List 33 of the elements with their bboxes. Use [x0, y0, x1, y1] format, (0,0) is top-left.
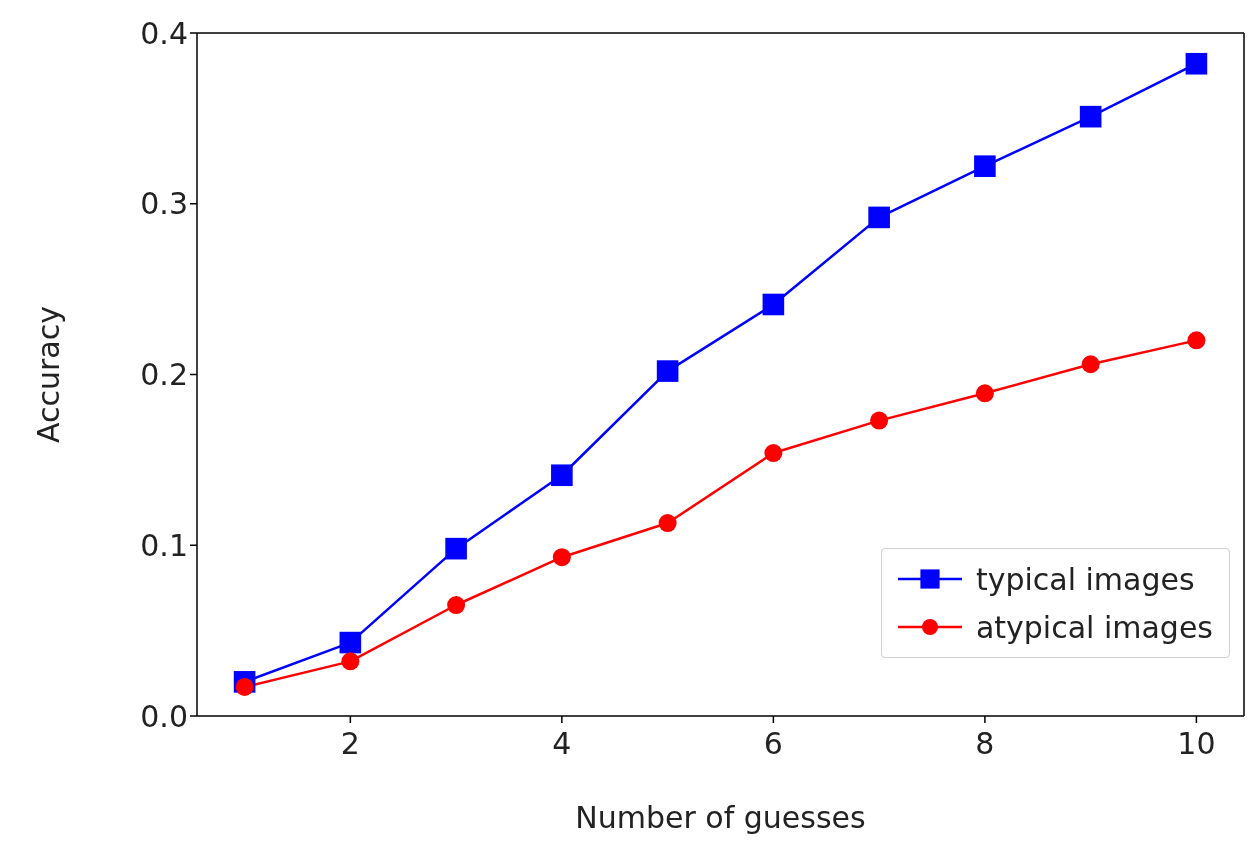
point [552, 548, 571, 567]
point [974, 155, 996, 177]
point [445, 537, 467, 560]
y-tick-label: 0.2 [140, 357, 188, 393]
point [658, 514, 677, 533]
point [1187, 331, 1206, 350]
legend-label: atypical images [975, 609, 1213, 645]
point [656, 360, 679, 382]
y-tick-label: 0.0 [140, 698, 188, 734]
point [447, 596, 466, 615]
point [764, 444, 783, 463]
legend-label: typical images [975, 561, 1195, 597]
point [551, 464, 573, 487]
point [762, 293, 785, 316]
point [1185, 52, 1208, 75]
y-tick-label: 0.4 [140, 15, 188, 51]
point [975, 384, 994, 403]
x-tick-label: 4 [552, 726, 572, 762]
point [868, 206, 890, 229]
y-axis-title: Accuracy [30, 306, 66, 443]
y-tick-label: 0.1 [140, 527, 188, 563]
point [235, 677, 254, 696]
point [1081, 355, 1100, 374]
point [339, 631, 362, 654]
x-tick-label: 6 [763, 726, 783, 762]
point [1079, 105, 1102, 128]
y-tick-label: 0.3 [140, 186, 188, 222]
point [341, 652, 360, 671]
x-tick-label: 2 [340, 726, 360, 762]
x-axis-title: Number of guesses [575, 800, 866, 835]
x-tick-label: 10 [1177, 726, 1216, 762]
x-tick-label: 8 [975, 726, 995, 762]
point [870, 411, 889, 430]
